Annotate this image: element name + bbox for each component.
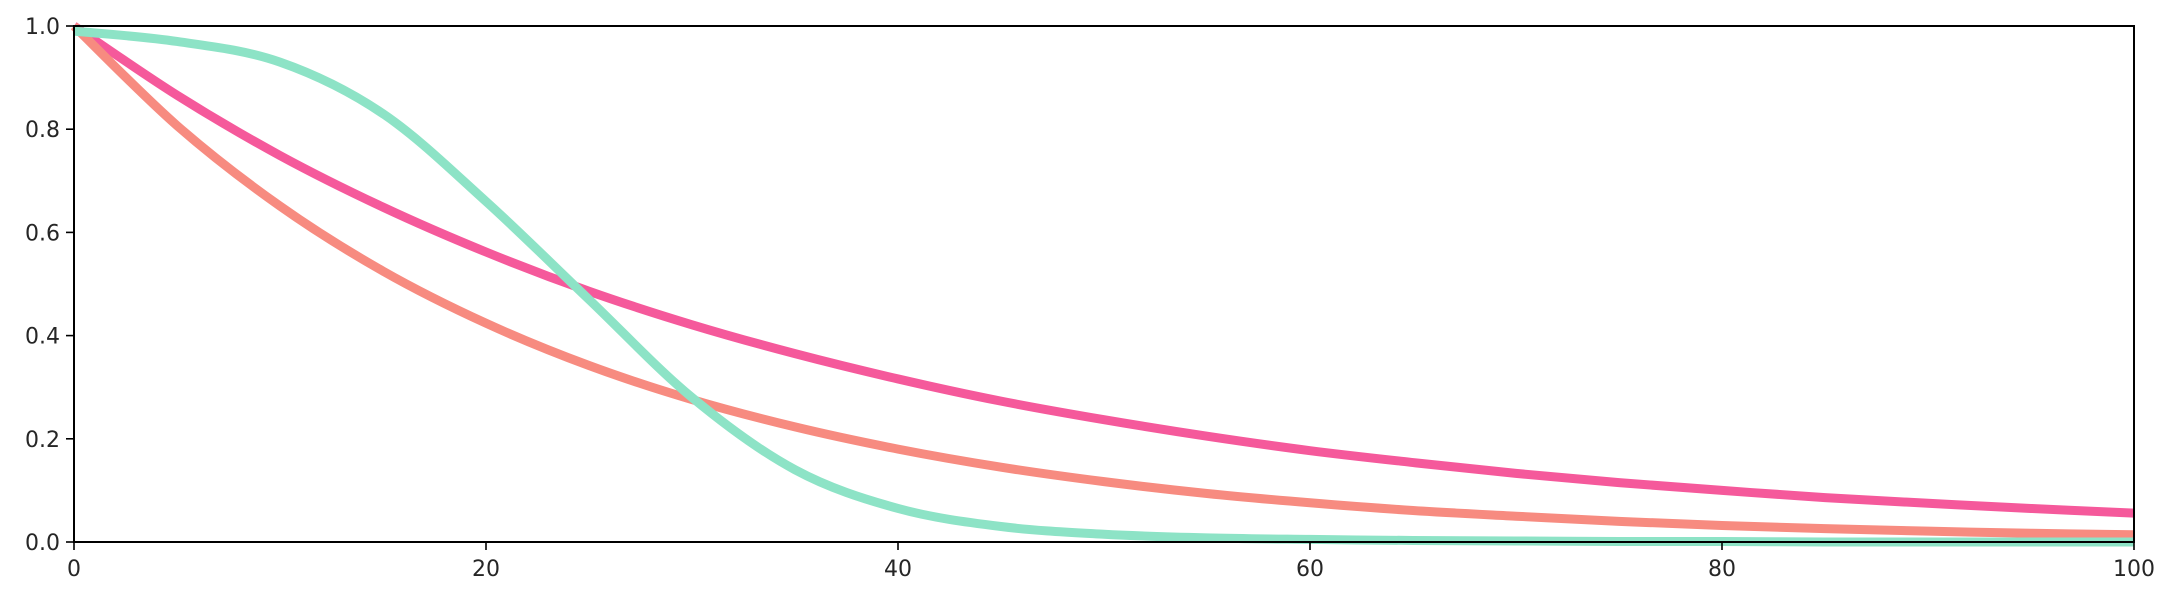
y-tick-label: 0.8	[25, 118, 60, 143]
y-tick-label: 0.0	[25, 531, 60, 556]
x-tick-label: 40	[884, 557, 912, 582]
x-tick-label: 60	[1296, 557, 1324, 582]
y-tick-label: 0.4	[25, 325, 60, 350]
x-tick-label: 100	[2113, 557, 2155, 582]
x-tick-label: 0	[67, 557, 81, 582]
plot-frame	[73, 25, 2135, 543]
series-line-salmon	[70, 22, 2135, 540]
y-tick-label: 0.6	[25, 221, 60, 246]
x-tick-label: 20	[472, 557, 500, 582]
y-tick-label: 1.0	[25, 15, 60, 40]
series-line-mint	[73, 26, 2134, 547]
x-tick-label: 80	[1708, 557, 1736, 582]
series-layer	[70, 22, 2135, 547]
series-line-pink	[71, 22, 2135, 518]
axes-layer: 0 20 40 60 80 100 0.0 0.2 0.4 0.6 0.8 1.0	[25, 15, 2155, 582]
y-tick-label: 0.2	[25, 428, 60, 453]
